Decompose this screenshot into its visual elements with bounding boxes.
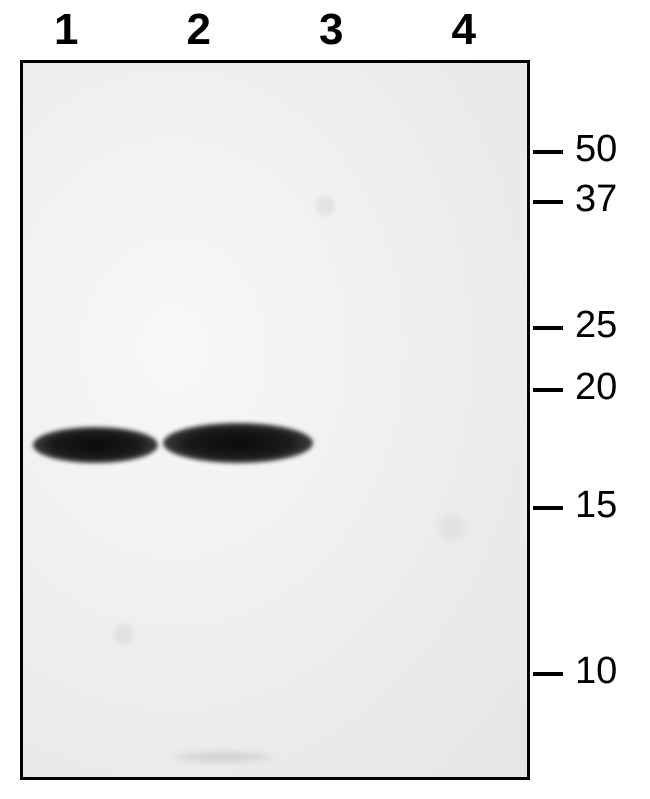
mw-tick-15: [533, 506, 563, 510]
membrane-texture: [23, 63, 527, 777]
lane-labels-row: 1 2 3 4: [0, 0, 530, 60]
mw-tick-20: [533, 388, 563, 392]
blot-membrane-frame: [20, 60, 530, 780]
faint-band-bottom: [173, 751, 273, 763]
mw-tick-37: [533, 200, 563, 204]
mw-label-37: 37: [575, 178, 617, 221]
lane-label-4: 4: [398, 0, 531, 60]
mw-label-50: 50: [575, 128, 617, 171]
mw-tick-25: [533, 326, 563, 330]
lane-label-1: 1: [0, 0, 133, 60]
lane-label-3: 3: [265, 0, 398, 60]
band-lane2: [163, 423, 313, 463]
mw-label-20: 20: [575, 366, 617, 409]
mw-tick-50: [533, 150, 563, 154]
blot-membrane: [23, 63, 527, 777]
mw-tick-10: [533, 672, 563, 676]
lane-label-2: 2: [133, 0, 266, 60]
mw-label-25: 25: [575, 304, 617, 347]
band-lane1: [33, 427, 158, 463]
mw-label-10: 10: [575, 650, 617, 693]
blot-figure: 1 2 3 4 50 37 25 20 15 10: [0, 0, 650, 799]
mw-label-15: 15: [575, 484, 617, 527]
